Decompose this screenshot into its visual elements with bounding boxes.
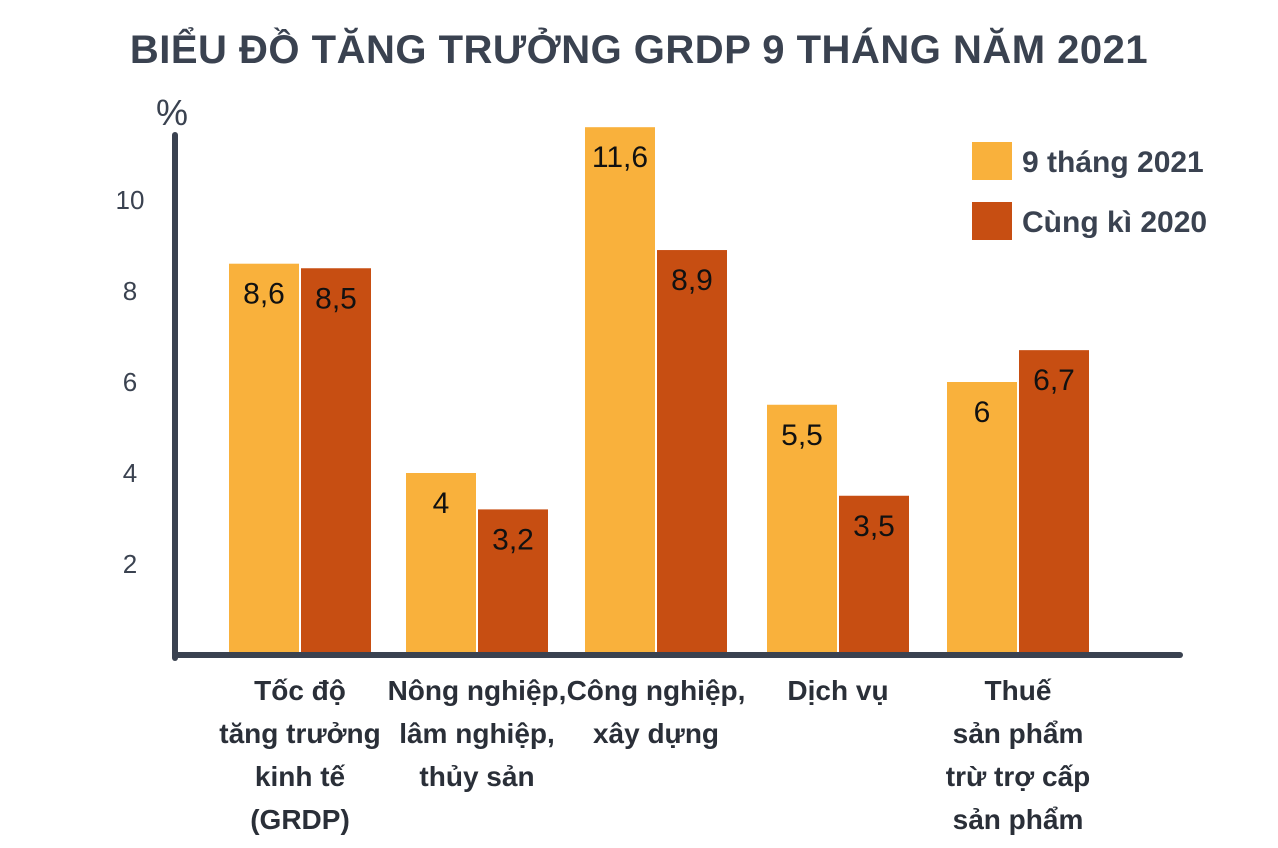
bar <box>301 268 371 655</box>
bar-value-label: 6,7 <box>1033 364 1075 397</box>
bar <box>1019 350 1089 655</box>
x-category-label: kinh tế <box>255 761 346 792</box>
bar <box>947 382 1017 655</box>
x-category-label: Công nghiệp, <box>567 675 746 706</box>
bar <box>585 127 655 655</box>
y-tick-label: 6 <box>123 367 137 397</box>
x-category-label: Nông nghiệp, <box>388 675 567 706</box>
bar-value-label: 11,6 <box>592 141 648 174</box>
bar <box>478 509 548 655</box>
x-category-label: Tốc độ <box>254 675 346 706</box>
bar-value-label: 5,5 <box>781 419 823 452</box>
x-category-label: lâm nghiệp, <box>399 718 555 749</box>
bar-value-label: 8,5 <box>315 282 357 315</box>
bar <box>839 495 909 655</box>
bar <box>406 473 476 655</box>
bar-value-label: 4 <box>433 487 450 520</box>
x-category-label: xây dựng <box>593 718 719 749</box>
bar <box>657 250 727 656</box>
x-category-label: sản phẩm <box>953 718 1084 749</box>
y-axis-unit: % <box>156 92 188 133</box>
x-category-label: (GRDP) <box>250 804 350 835</box>
chart-title: BIỂU ĐỒ TĂNG TRƯỞNG GRDP 9 THÁNG NĂM 202… <box>129 28 1149 72</box>
bar <box>767 404 837 655</box>
legend-label: Cùng kì 2020 <box>1022 206 1207 239</box>
legend-swatch <box>972 142 1012 180</box>
legend-label: 9 tháng 2021 <box>1022 146 1204 179</box>
x-category-label: sản phẩm <box>953 804 1084 835</box>
y-tick-label: 2 <box>123 549 137 579</box>
bar-value-label: 3,5 <box>853 510 895 543</box>
x-category-label: trừ trợ cấp <box>946 761 1090 792</box>
y-tick-label: 8 <box>123 276 137 306</box>
bar-value-label: 3,2 <box>492 523 534 556</box>
bar-value-label: 8,9 <box>671 264 713 297</box>
y-tick-label: 10 <box>116 185 145 215</box>
bar-value-label: 6 <box>974 396 991 429</box>
legend-swatch <box>972 202 1012 240</box>
x-category-label: tăng trưởng <box>219 718 381 749</box>
x-category-label: Thuế <box>985 675 1052 706</box>
bar-value-label: 8,6 <box>243 278 285 311</box>
bar <box>229 263 299 655</box>
x-category-label: Dịch vụ <box>787 675 888 706</box>
y-tick-label: 4 <box>123 458 137 488</box>
x-category-label: thủy sản <box>419 761 534 792</box>
